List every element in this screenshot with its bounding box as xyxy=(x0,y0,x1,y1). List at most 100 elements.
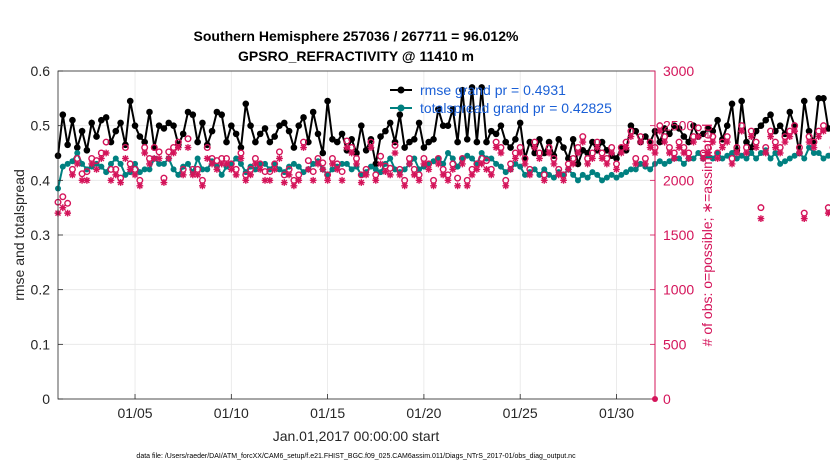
rmse-point xyxy=(492,130,500,138)
spread-point xyxy=(825,152,830,159)
spread-point xyxy=(493,160,500,167)
spread-point xyxy=(156,160,163,167)
obs-assimilated-point xyxy=(459,160,466,168)
rmse-point xyxy=(762,116,770,124)
legend-rmse-label: rmse grand pr = 0.4931 xyxy=(420,82,566,98)
spread-point xyxy=(290,160,297,167)
rmse-point xyxy=(69,116,76,124)
obs-assimilated-point xyxy=(78,176,86,184)
legend-spread-marker xyxy=(397,104,405,112)
obs-assimilated-point xyxy=(391,149,399,157)
rmse-point xyxy=(358,122,365,129)
obs-assimilated-point xyxy=(122,155,129,162)
rmse-point xyxy=(507,144,514,151)
rmse-point xyxy=(454,138,461,146)
obs-assimilated-point xyxy=(757,215,765,222)
rmse-point xyxy=(502,138,510,146)
obs-assimilated-point xyxy=(507,166,514,173)
obs-assimilated-point xyxy=(661,138,669,146)
spread-point xyxy=(637,160,644,167)
spread-point xyxy=(276,166,283,173)
rmse-point xyxy=(589,138,596,146)
rmse-point xyxy=(372,160,380,168)
rmse-point xyxy=(743,138,750,146)
spread-point xyxy=(324,171,331,178)
y-left-tick-label: 0 xyxy=(42,391,50,407)
rmse-point xyxy=(497,122,505,129)
spread-point xyxy=(387,155,394,162)
spread-point xyxy=(103,169,110,176)
rmse-point xyxy=(300,114,307,121)
obs-assimilated-point xyxy=(117,179,124,186)
obs-assimilated-point xyxy=(199,182,206,190)
series-line-dot xyxy=(57,145,830,189)
spread-point xyxy=(74,150,81,156)
rmse-point xyxy=(478,84,485,91)
spread-point xyxy=(175,171,182,178)
y-left-tick-label: 0.6 xyxy=(31,63,51,79)
spread-point xyxy=(146,166,153,173)
rmse-point xyxy=(415,119,423,127)
rmse-point xyxy=(488,127,495,135)
obs-assimilated-point xyxy=(126,166,134,173)
obs-assimilated-point xyxy=(738,127,746,135)
spread-point xyxy=(806,144,813,151)
spread-point xyxy=(709,155,716,162)
obs-assimilated-point xyxy=(603,160,611,168)
obs-assimilated-point xyxy=(338,176,346,184)
rmse-point xyxy=(232,130,240,138)
obs-assimilated-point xyxy=(83,176,91,184)
chart-subtitle: GPSRO_REFRACTIVITY @ 11410 m xyxy=(238,48,474,64)
spread-point xyxy=(729,150,736,156)
obs-assimilated-point xyxy=(261,176,269,184)
spread-point xyxy=(454,163,461,170)
rmse-point xyxy=(141,138,148,146)
obs-assimilated-point xyxy=(189,171,197,179)
data-file-footnote: data file: /Users/raeder/DAI/ATM_forcXX/… xyxy=(136,453,576,460)
obs-assimilated-point xyxy=(348,149,356,157)
rmse-point xyxy=(247,122,254,129)
obs-assimilated-point xyxy=(516,149,524,157)
obs-possible-point xyxy=(482,157,490,165)
spread-point xyxy=(820,155,827,162)
spread-point xyxy=(329,166,336,173)
obs-assimilated-point xyxy=(502,182,510,190)
rmse-point xyxy=(223,138,230,146)
y-axis-right-label: # of obs: o=possible; ∗=assimilated xyxy=(699,124,715,347)
rmse-point xyxy=(218,111,225,119)
spread-point xyxy=(757,150,764,156)
y-axis-left-label: rmse and totalspread xyxy=(11,169,27,301)
spread-point xyxy=(661,160,668,167)
obs-assimilated-point xyxy=(333,166,341,173)
obs-assimilated-point xyxy=(266,176,274,184)
spread-point xyxy=(262,160,269,167)
rmse-point xyxy=(353,149,360,157)
obs-assimilated-point xyxy=(102,149,110,157)
obs-assimilated-point xyxy=(271,166,279,173)
spread-point xyxy=(271,160,278,167)
spread-point xyxy=(550,174,557,181)
spread-point xyxy=(141,166,148,173)
obs-assimilated-point xyxy=(752,144,760,151)
spread-point xyxy=(608,171,615,178)
spread-point xyxy=(411,155,418,162)
rmse-point xyxy=(815,95,822,102)
spread-point xyxy=(459,155,466,162)
rmse-point xyxy=(266,138,274,146)
rmse-point xyxy=(757,122,765,129)
rmse-point xyxy=(324,97,331,105)
rmse-point xyxy=(540,149,548,157)
rmse-point xyxy=(131,122,139,129)
spread-point xyxy=(522,171,529,178)
rmse-point xyxy=(333,138,341,146)
rmse-point xyxy=(545,138,553,146)
obs-assimilated-point xyxy=(685,155,693,162)
spread-point xyxy=(517,163,524,170)
spread-point xyxy=(473,160,480,167)
obs-assimilated-point xyxy=(276,155,283,162)
rmse-point xyxy=(714,116,721,124)
rmse-point xyxy=(199,119,206,127)
rmse-point xyxy=(772,127,779,135)
obs-assimilated-point xyxy=(589,155,596,162)
obs-assimilated-point xyxy=(227,166,235,173)
